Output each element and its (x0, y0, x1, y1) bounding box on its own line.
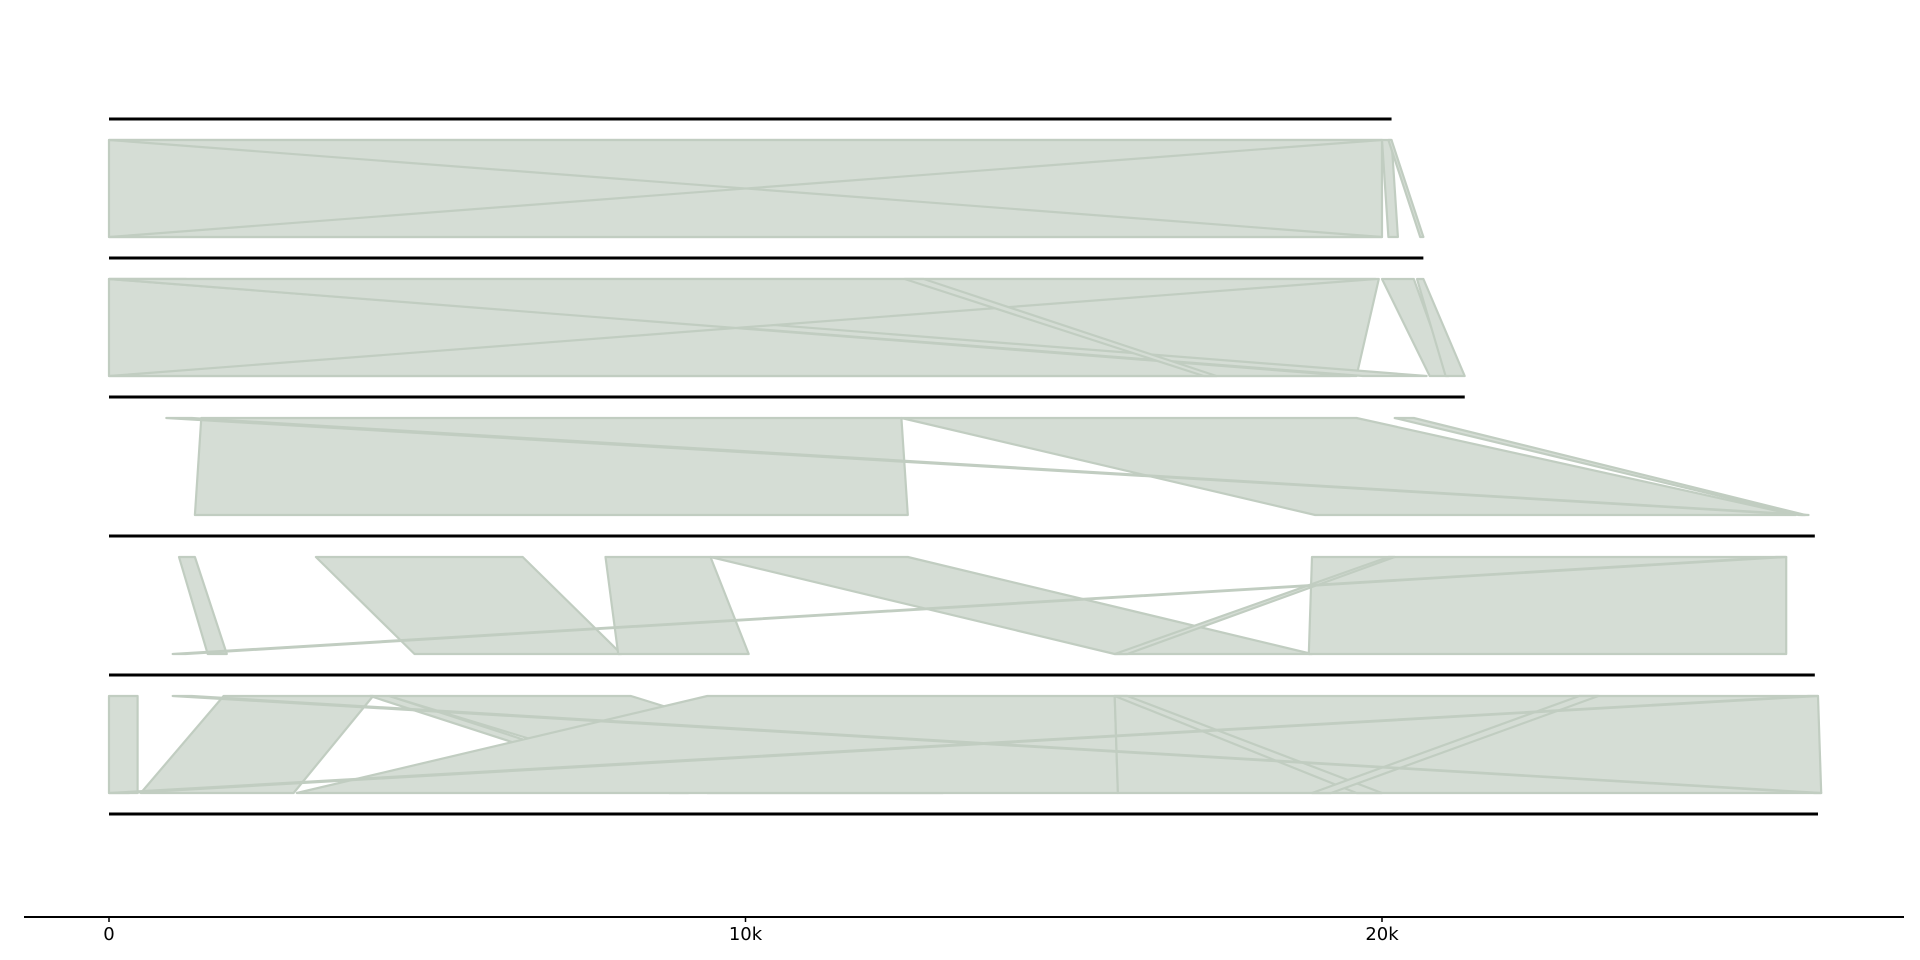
x-axis: 0 10k 20k (24, 916, 1904, 945)
synteny-link (107, 138, 1384, 239)
synteny-link (903, 277, 1218, 378)
synteny-link (165, 416, 1810, 517)
synteny-link (314, 555, 623, 656)
synteny-link (709, 555, 1314, 656)
x-tick-label: 10k (729, 924, 763, 945)
synteny-link (107, 694, 1820, 795)
synteny-link (1310, 694, 1600, 795)
synteny-link (1415, 277, 1466, 378)
sequence-layer (109, 117, 1819, 816)
synteny-link (1113, 555, 1396, 656)
synteny-link (193, 416, 909, 517)
synteny-link (604, 555, 750, 656)
links-layer (107, 138, 1823, 795)
synteny-link (107, 277, 1377, 378)
synteny-link (177, 555, 228, 656)
synteny-link (139, 694, 375, 795)
synteny-link (171, 555, 1788, 656)
synteny-link (107, 694, 139, 795)
synteny-link (171, 694, 1823, 795)
x-tick-label: 20k (1365, 924, 1399, 945)
synteny-link (900, 416, 1797, 517)
x-tick-label: 0 (103, 924, 114, 945)
synteny-link (1307, 555, 1788, 656)
synteny-link (1387, 138, 1425, 239)
